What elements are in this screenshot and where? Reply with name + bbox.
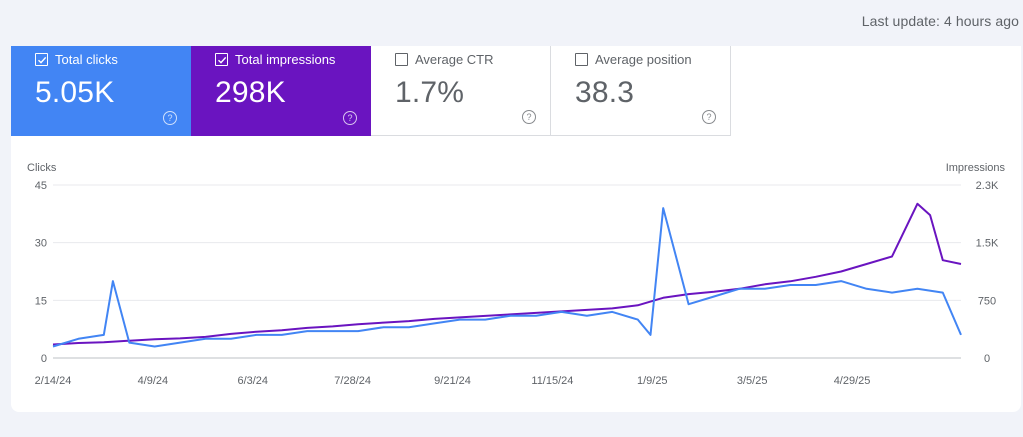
right-tick-label: 750 [978, 295, 996, 307]
x-tick-label: 7/28/24 [334, 375, 371, 387]
last-update-text: Last update: 4 hours ago [861, 13, 1019, 29]
performance-panel: Total clicks 5.05K ? Total impressions 2… [11, 46, 1021, 412]
x-tick-label: 6/3/24 [237, 375, 268, 387]
metric-value: 1.7% [395, 76, 465, 109]
metric-card-clicks[interactable]: Total clicks 5.05K ? [11, 46, 191, 136]
help-icon[interactable]: ? [702, 110, 716, 124]
help-icon[interactable]: ? [343, 111, 357, 125]
left-tick-label: 30 [35, 238, 47, 250]
metric-value: 5.05K [35, 76, 115, 109]
metric-card-impressions[interactable]: Total impressions 298K ? [191, 46, 371, 136]
x-tick-label: 2/14/24 [35, 375, 72, 387]
series-line-clicks [52, 207, 962, 348]
checkbox-unchecked-icon[interactable] [575, 53, 588, 66]
x-tick-label: 1/9/25 [637, 375, 668, 387]
right-tick-label: 1.5K [976, 238, 999, 250]
performance-chart: Clicks Impressions 45 2.3K 30 1.5K 15 750 0 0 2/… [11, 146, 1021, 406]
checkbox-unchecked-icon[interactable] [395, 53, 408, 66]
x-tick-label: 11/15/24 [531, 375, 573, 387]
help-icon[interactable]: ? [522, 110, 536, 124]
left-tick-label: 15 [35, 295, 47, 307]
x-tick-label: 4/9/24 [138, 375, 169, 387]
x-tick-label: 9/21/24 [434, 375, 471, 387]
metric-label: Average CTR [415, 52, 494, 67]
checkbox-checked-icon[interactable] [215, 53, 228, 66]
left-tick-label: 0 [41, 353, 47, 365]
metric-value: 38.3 [575, 76, 635, 109]
left-tick-label: 45 [35, 180, 47, 192]
metric-label: Average position [595, 52, 692, 67]
metric-cards: Total clicks 5.05K ? Total impressions 2… [11, 46, 731, 136]
right-tick-label: 2.3K [976, 180, 999, 192]
metric-label: Total clicks [55, 52, 118, 67]
line-chart: Clicks Impressions 45 2.3K 30 1.5K 15 750 0 0 2/… [27, 162, 1006, 387]
right-axis-label: Impressions [946, 162, 1006, 174]
right-tick-label: 0 [984, 353, 990, 365]
left-axis-label: Clicks [27, 162, 57, 174]
series-line-impressions [52, 202, 962, 346]
metric-value: 298K [215, 76, 286, 109]
help-icon[interactable]: ? [163, 111, 177, 125]
metric-label: Total impressions [235, 52, 336, 67]
checkbox-checked-icon[interactable] [35, 53, 48, 66]
metric-card-position[interactable]: Average position 38.3 ? [551, 46, 731, 136]
metric-card-ctr[interactable]: Average CTR 1.7% ? [371, 46, 551, 136]
x-tick-label: 3/5/25 [737, 375, 768, 387]
x-tick-label: 4/29/25 [834, 375, 871, 387]
